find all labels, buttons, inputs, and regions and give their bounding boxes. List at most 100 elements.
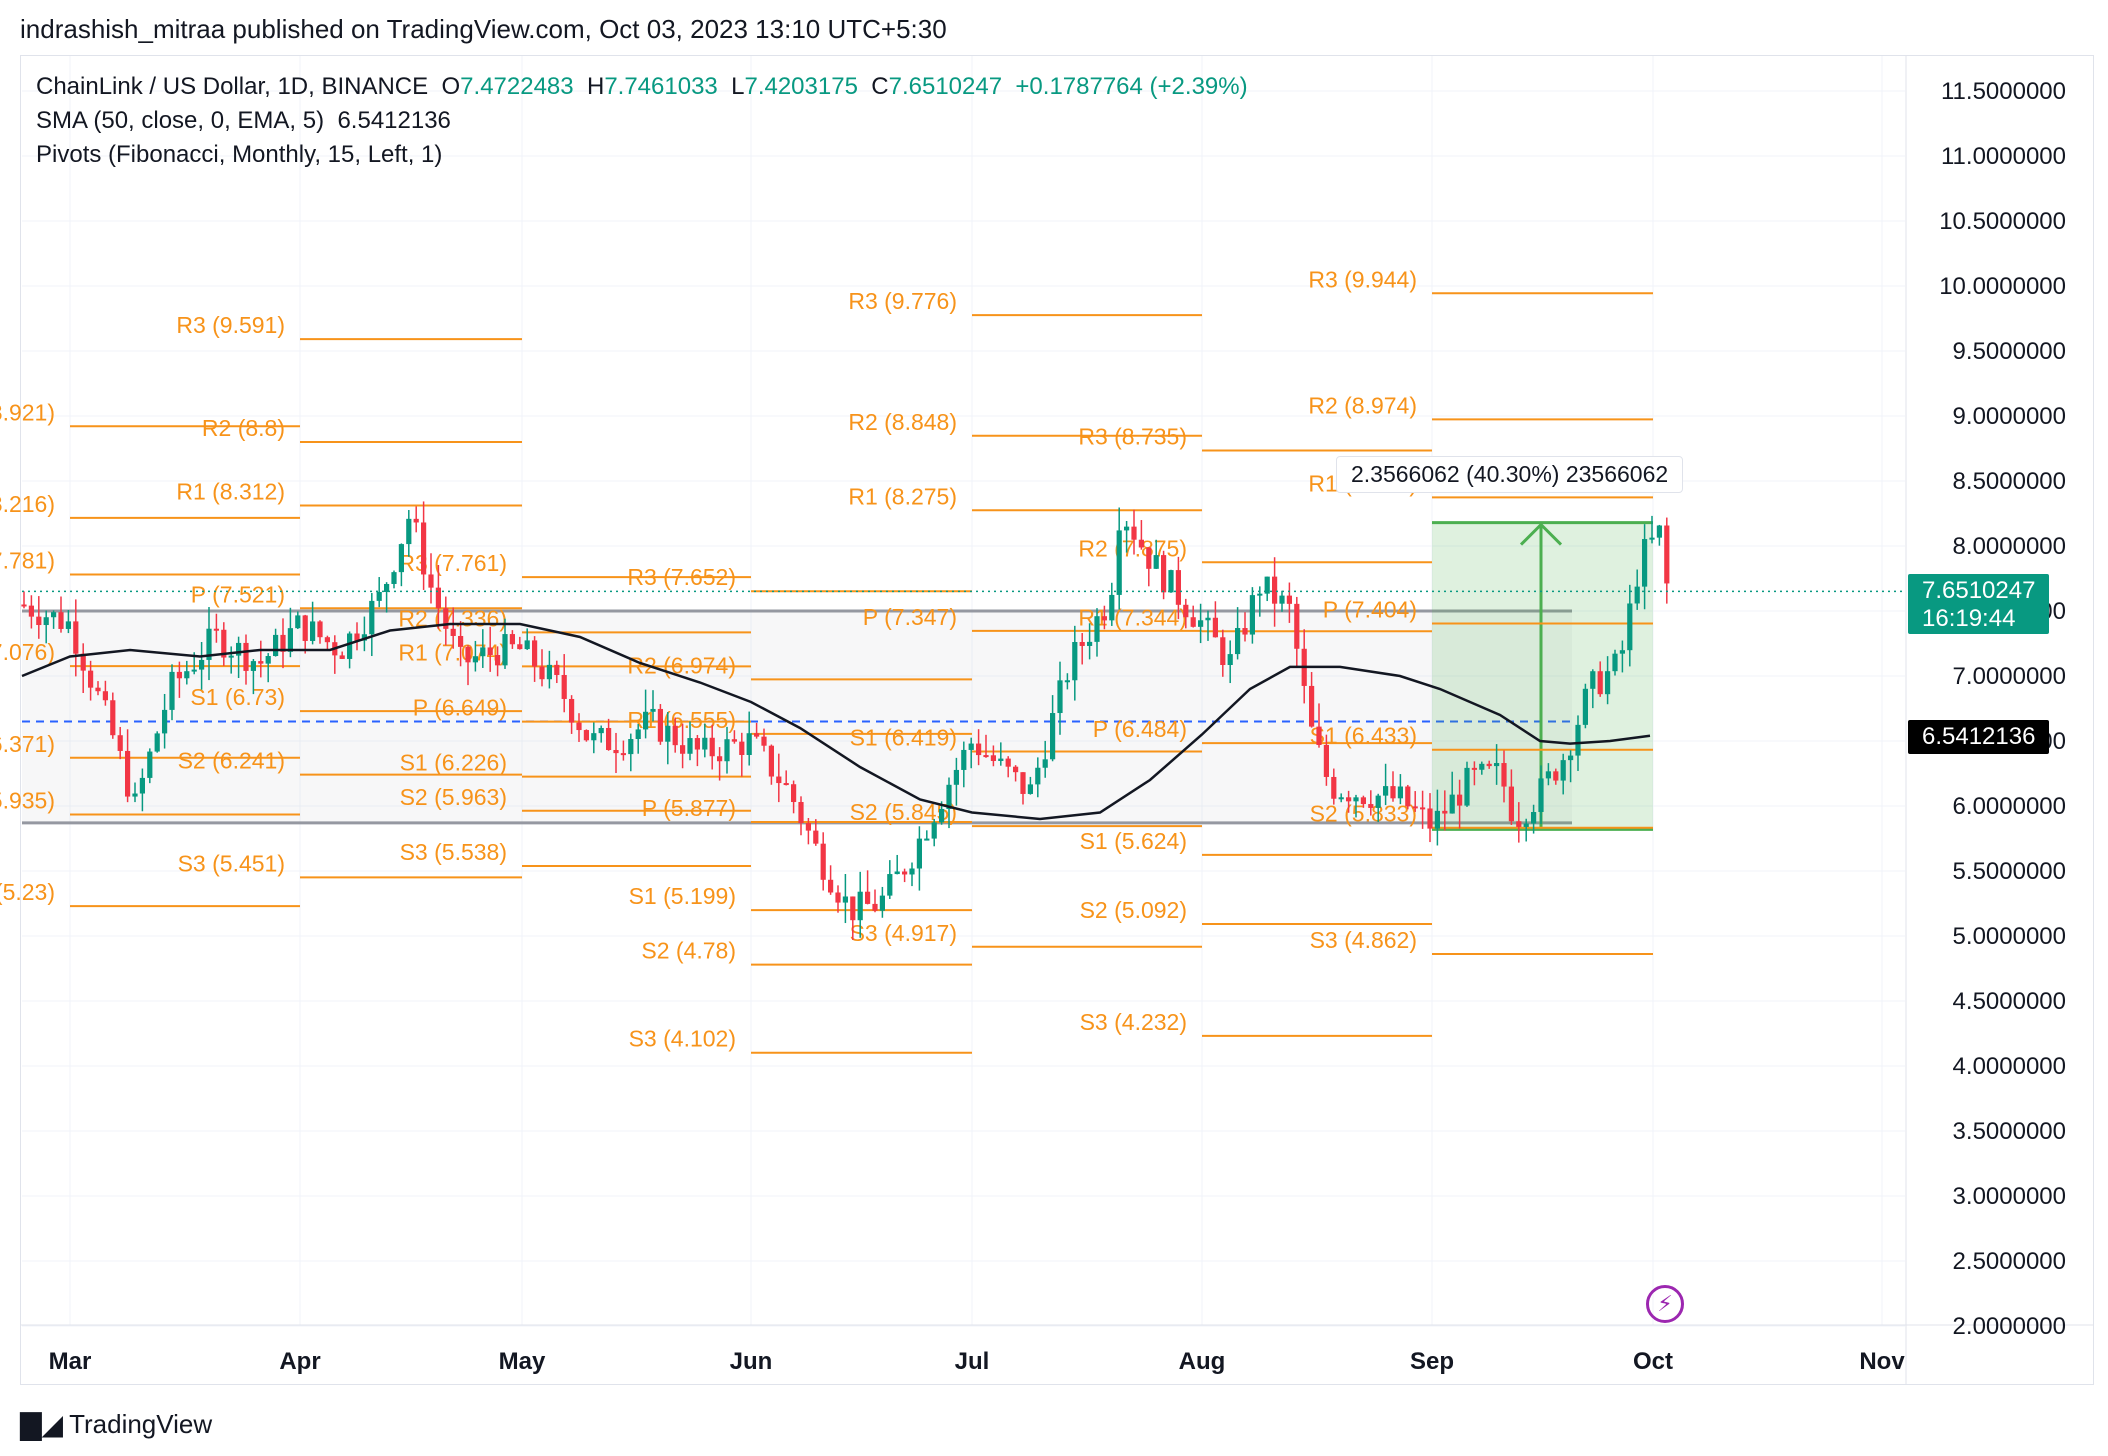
candle-body: [465, 646, 471, 663]
candle-body: [1457, 794, 1463, 806]
candle-body: [1146, 547, 1152, 569]
candle-body: [110, 700, 116, 736]
candle-body: [1346, 797, 1352, 802]
candle-body: [813, 830, 819, 844]
candle-body: [1131, 526, 1137, 540]
candle-body: [354, 633, 360, 641]
candle-body: [754, 733, 760, 737]
candle-body: [1397, 786, 1403, 799]
pivot-label-r3: R3 (8.921): [0, 399, 55, 425]
candle-body: [1020, 772, 1026, 794]
candle-body: [1027, 784, 1033, 794]
candle-body: [524, 640, 530, 650]
candle-body: [1168, 570, 1174, 593]
candle-body: [361, 634, 367, 641]
candle-body: [1486, 763, 1492, 767]
candle-body: [613, 749, 619, 754]
pivot-label-s3: S3 (4.862): [1310, 927, 1417, 953]
candle-body: [1612, 653, 1618, 672]
candle-body: [265, 656, 271, 664]
candle-body: [916, 838, 922, 869]
candle-body: [946, 784, 952, 809]
candle-body: [805, 823, 811, 831]
pivot-label-r1: R1 (8.275): [848, 483, 957, 509]
candle-body: [657, 708, 663, 742]
candle-body: [1634, 586, 1640, 604]
last-price-tag: 7.6510247 16:19:44: [1908, 574, 2050, 634]
candle-body: [939, 808, 945, 823]
candle-body: [1257, 593, 1263, 596]
candle-body: [1575, 724, 1581, 756]
candle-body: [191, 669, 197, 672]
candle-body: [902, 871, 908, 875]
x-axis: Mar Apr May Jun Jul Aug Sep Oct Nov: [49, 1348, 1906, 1375]
candle-body: [694, 738, 700, 750]
x-tick-label: Mar: [49, 1348, 92, 1375]
publisher-line: indrashish_mitraa published on TradingVi…: [20, 14, 947, 44]
candle-body: [184, 671, 190, 679]
candle-body: [680, 745, 686, 754]
candle-body: [1545, 771, 1551, 779]
pivot-label-s2: S2 (5.963): [400, 784, 507, 810]
candle-body: [761, 736, 767, 746]
high-value: 7.7461033: [604, 73, 718, 100]
candle-body: [872, 903, 878, 911]
candle-body: [1242, 628, 1248, 635]
candle-body: [139, 777, 145, 794]
candle-body: [724, 739, 730, 762]
candle-body: [206, 628, 212, 660]
candle-body: [310, 621, 316, 641]
candle-body: [1642, 539, 1648, 587]
candle-body: [1227, 654, 1233, 665]
change-value: +0.1787764 (+2.39%): [1015, 73, 1248, 100]
brand-label: TradingView: [69, 1409, 213, 1439]
candle-body: [842, 896, 848, 903]
candle-body: [1649, 537, 1655, 540]
candle-body: [731, 739, 737, 742]
candle-body: [798, 802, 804, 824]
pivot-label-p: P (7.347): [863, 604, 957, 630]
candle-body: [887, 874, 893, 896]
candle-body: [1597, 671, 1603, 695]
y-tick-label: 6.0000000: [1953, 793, 2066, 820]
candle-body: [1494, 763, 1500, 767]
pivot-label-s2: S2 (5.935): [0, 787, 55, 813]
candle-body: [302, 615, 308, 641]
candle-body: [295, 615, 301, 629]
candle-body: [1582, 688, 1588, 725]
candle-body: [495, 655, 501, 666]
y-axis: 11.5000000 11.0000000 10.5000000 10.0000000…: [1939, 78, 2066, 1340]
candle-body: [687, 738, 693, 754]
pivot-label-s3: S3 (4.102): [629, 1026, 736, 1052]
candle-body: [1138, 539, 1144, 548]
pivot-label-s3: S3 (5.538): [400, 839, 507, 865]
candle-body: [835, 892, 841, 903]
candle-body: [1664, 525, 1670, 584]
candle-body: [317, 621, 323, 638]
lightning-icon[interactable]: ⚡: [1646, 1285, 1684, 1323]
candle-body: [132, 793, 138, 797]
candle-body: [421, 522, 427, 575]
candle-body: [1294, 603, 1300, 649]
candle-body: [125, 750, 131, 797]
candle-body: [1619, 650, 1625, 654]
candle-body: [1079, 642, 1085, 646]
candle-body: [857, 891, 863, 921]
candle-body: [28, 605, 34, 617]
pivot-label-s3: S3 (5.23): [0, 879, 55, 905]
candle-body: [273, 634, 279, 657]
candle-body: [1309, 685, 1315, 727]
y-tick-label: 11.0000000: [1941, 143, 2066, 170]
chart-frame[interactable]: [20, 55, 2094, 1385]
tradingview-logo[interactable]: ▇◢ TradingView: [20, 1408, 212, 1441]
candle-body: [1375, 795, 1381, 808]
candle-body: [1479, 763, 1485, 770]
pivot-label-s3: S3 (4.232): [1080, 1009, 1187, 1035]
y-tick-label: 5.5000000: [1953, 858, 2066, 885]
candle-body: [1568, 755, 1574, 761]
candle-body: [1323, 744, 1329, 777]
candle-body: [746, 733, 752, 755]
candle-body: [391, 572, 397, 584]
pivot-label-r3: R3 (9.591): [176, 312, 285, 338]
